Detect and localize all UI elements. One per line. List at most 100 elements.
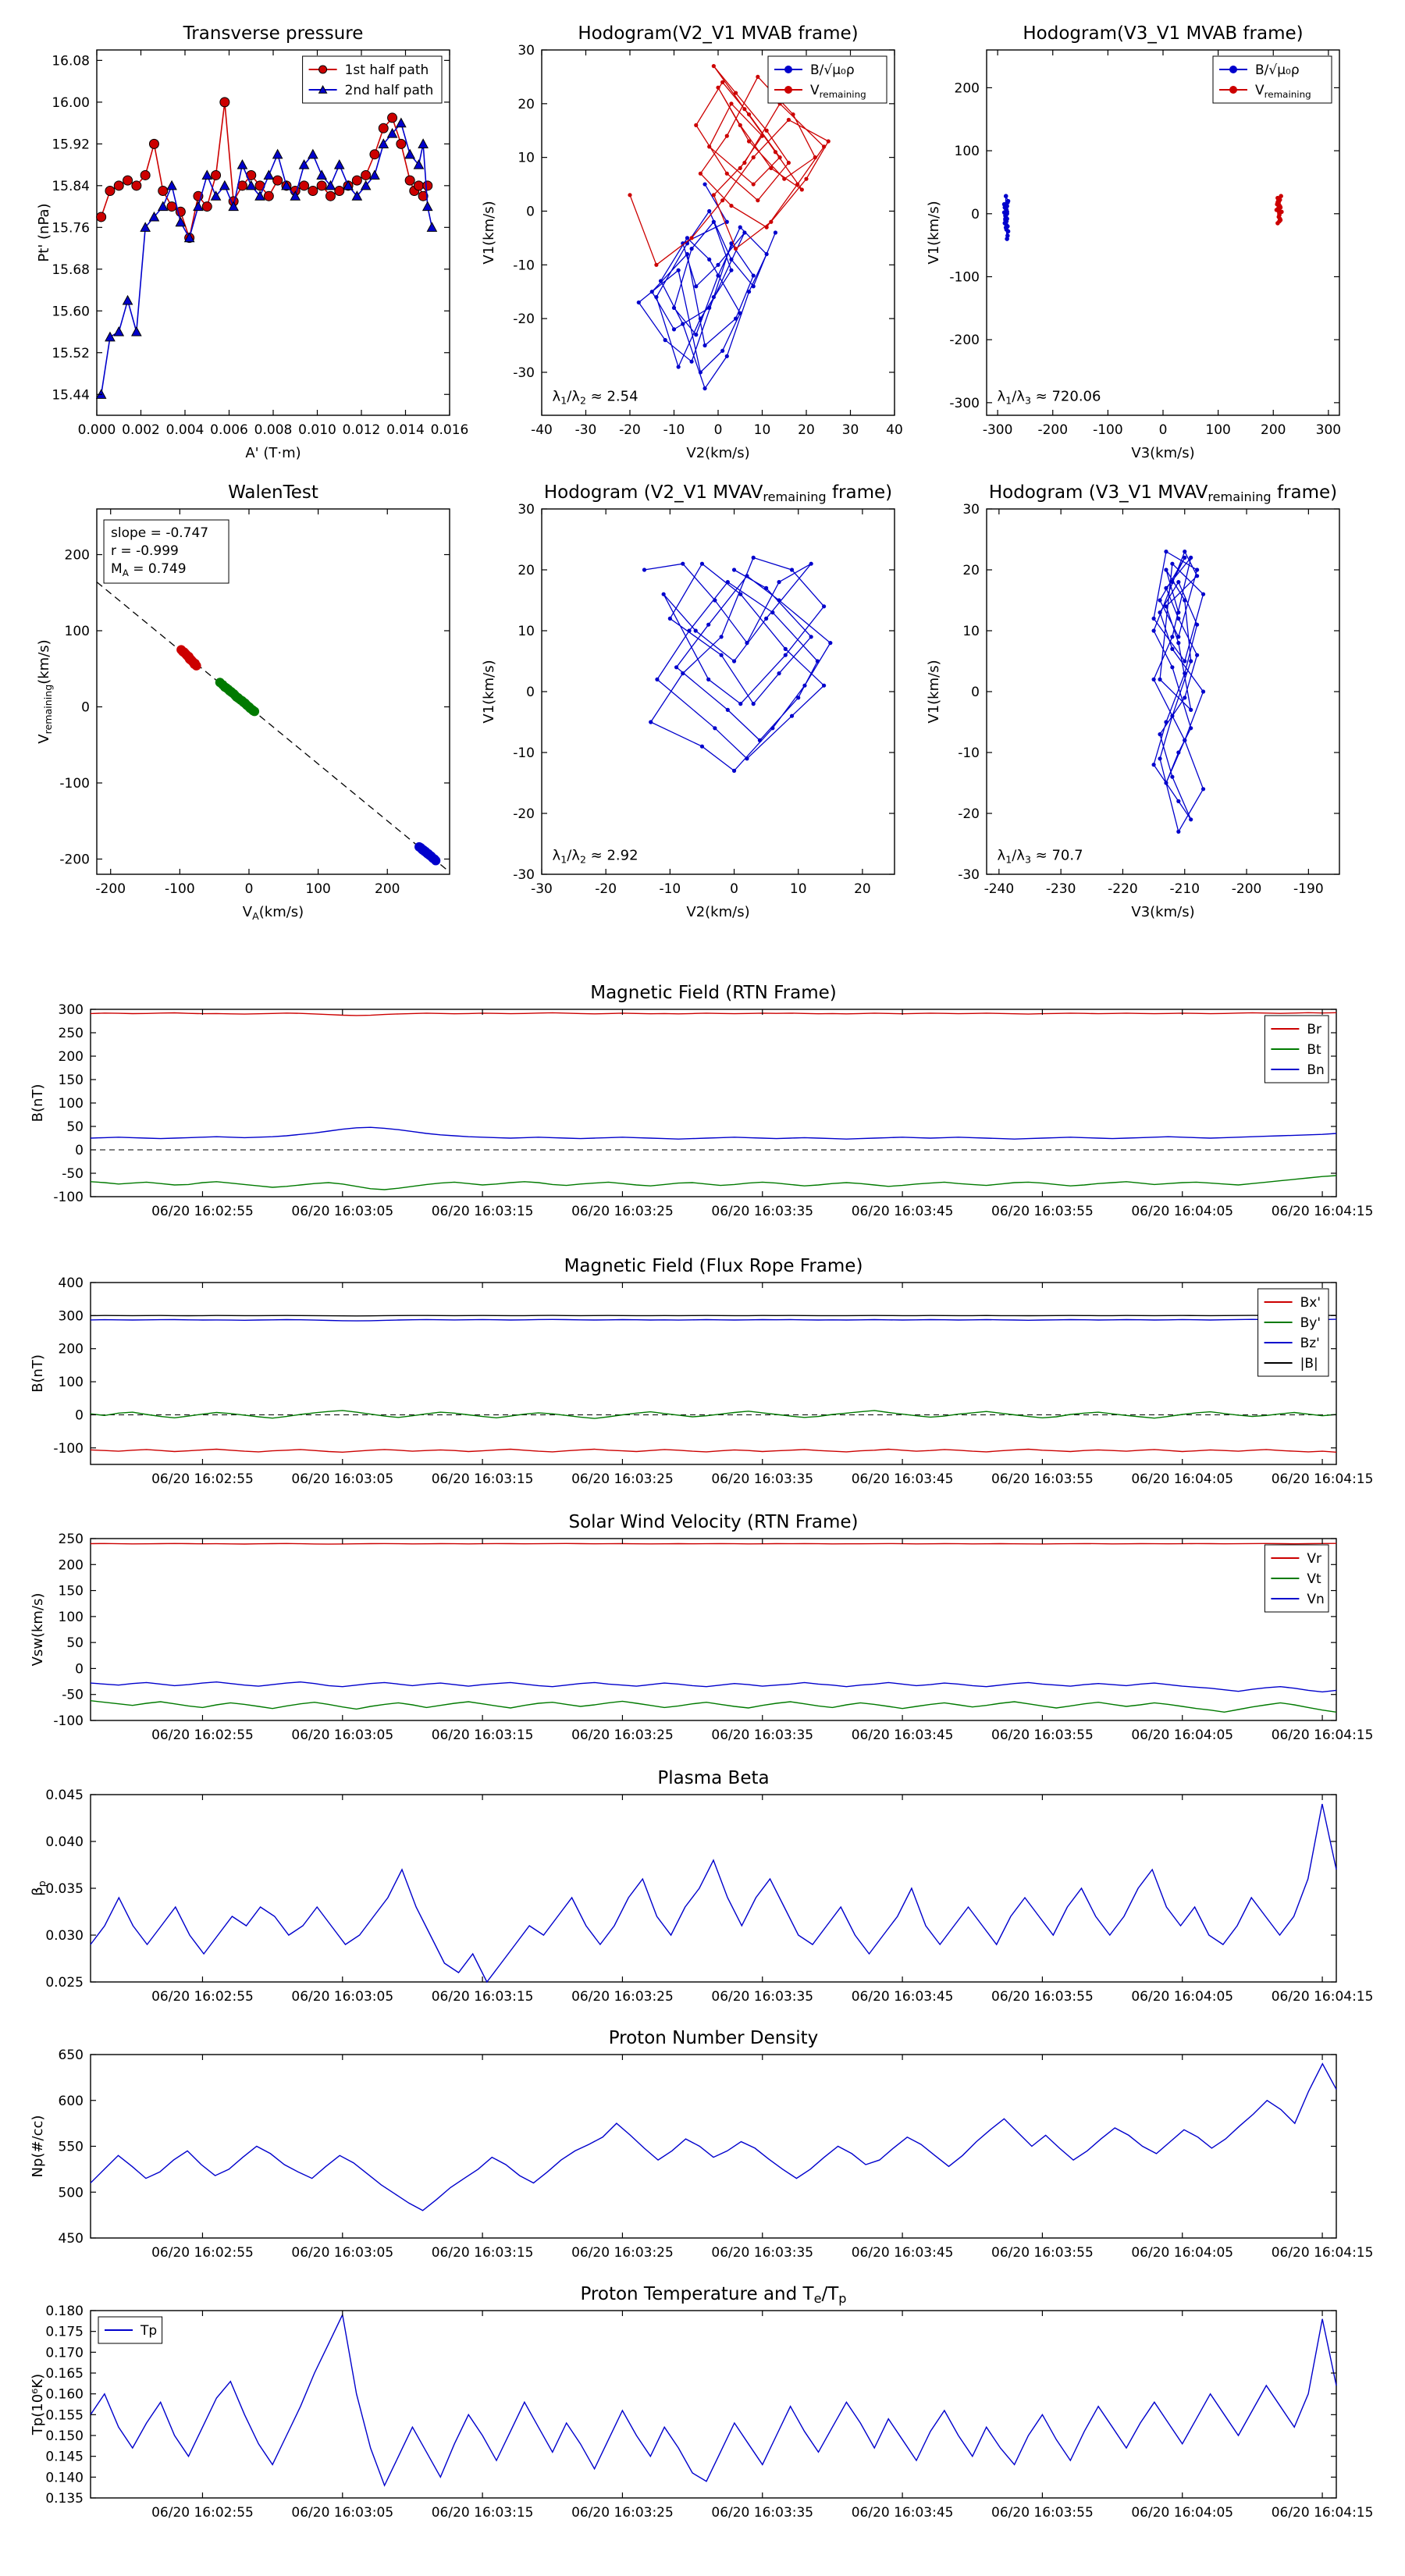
svg-text:30: 30 — [962, 502, 980, 518]
plot-magnetic-field-flux-rope: Magnetic Field (Flux Rope Frame) 06/20 16… — [16, 1237, 1389, 1495]
svg-text:Hodogram(V2_V1 MVAB frame): Hodogram(V2_V1 MVAB frame) — [578, 23, 858, 44]
svg-text:150: 150 — [59, 1584, 84, 1599]
svg-text:10: 10 — [754, 422, 771, 438]
svg-text:100: 100 — [305, 881, 330, 897]
svg-text:20: 20 — [798, 422, 815, 438]
svg-text:VA(km/s): VA(km/s) — [243, 904, 304, 922]
svg-text:0.165: 0.165 — [45, 2366, 84, 2382]
svg-text:Vr: Vr — [1307, 1551, 1321, 1567]
svg-text:V2(km/s): V2(km/s) — [686, 904, 749, 920]
svg-text:15.76: 15.76 — [52, 220, 90, 236]
svg-text:-100: -100 — [53, 1190, 84, 1205]
svg-text:Br: Br — [1307, 1022, 1321, 1037]
svg-text:15.84: 15.84 — [52, 179, 90, 194]
svg-text:-10: -10 — [663, 422, 685, 438]
svg-text:Proton Temperature and Te/Tp: Proton Temperature and Te/Tp — [580, 2284, 846, 2306]
svg-text:450: 450 — [59, 2231, 84, 2247]
svg-text:06/20 16:03:05: 06/20 16:03:05 — [291, 1471, 393, 1487]
svg-text:06/20 16:03:25: 06/20 16:03:25 — [571, 2505, 674, 2521]
svg-text:-40: -40 — [531, 422, 553, 438]
svg-text:06/20 16:03:05: 06/20 16:03:05 — [291, 1204, 393, 1219]
svg-text:06/20 16:03:45: 06/20 16:03:45 — [852, 1727, 954, 1743]
svg-text:0.045: 0.045 — [45, 1788, 84, 1803]
svg-text:Hodogram (V3_V1 MVAVremaining: Hodogram (V3_V1 MVAVremaining frame) — [989, 482, 1337, 504]
svg-text:V2(km/s): V2(km/s) — [686, 445, 749, 461]
svg-text:0.180: 0.180 — [45, 2304, 84, 2319]
svg-text:Bn: Bn — [1307, 1062, 1324, 1078]
svg-text:500: 500 — [59, 2185, 84, 2201]
svg-text:-100: -100 — [59, 776, 90, 792]
svg-text:λ1/λ3 ≈ 70.7: λ1/λ3 ≈ 70.7 — [998, 847, 1083, 865]
svg-text:Vremaining: Vremaining — [810, 83, 866, 100]
svg-text:-200: -200 — [95, 881, 126, 897]
svg-text:200: 200 — [59, 1049, 84, 1065]
svg-text:06/20 16:04:05: 06/20 16:04:05 — [1131, 1727, 1233, 1743]
svg-text:-20: -20 — [619, 422, 641, 438]
svg-text:-100: -100 — [53, 1441, 84, 1457]
svg-text:06/20 16:03:35: 06/20 16:03:35 — [711, 2245, 813, 2261]
svg-text:0.150: 0.150 — [45, 2428, 84, 2444]
svg-text:20: 20 — [518, 97, 535, 112]
svg-text:1st half path: 1st half path — [345, 62, 429, 78]
plot-walen-test: WalenTest -200 -100 0 100 200 -200 -100 0 100 200 V… — [16, 468, 468, 945]
svg-text:βp: βp — [30, 1880, 48, 1896]
svg-text:06/20 16:03:45: 06/20 16:03:45 — [852, 1471, 954, 1487]
svg-text:15.68: 15.68 — [52, 262, 90, 278]
svg-text:-10: -10 — [513, 745, 535, 761]
svg-text:MA = 0.749: MA = 0.749 — [111, 561, 187, 578]
svg-text:0.030: 0.030 — [45, 1928, 84, 1944]
svg-text:λ1/λ2 ≈ 2.54: λ1/λ2 ≈ 2.54 — [553, 388, 638, 406]
plot-proton-temperature-canvas: Proton Temperature and Te/Tp 06/20 16:02:… — [30, 2284, 1373, 2521]
svg-text:06/20 16:02:55: 06/20 16:02:55 — [151, 2245, 254, 2261]
plot-proton-number-density-canvas: Proton Number Density 06/20 16:02:55 06/20… — [30, 2028, 1373, 2261]
svg-text:-30: -30 — [513, 365, 535, 381]
svg-text:-200: -200 — [949, 333, 980, 348]
svg-text:0.175: 0.175 — [45, 2325, 84, 2340]
svg-text:-10: -10 — [659, 881, 681, 897]
svg-text:λ1/λ2 ≈ 2.92: λ1/λ2 ≈ 2.92 — [553, 847, 638, 865]
svg-text:0.040: 0.040 — [45, 1834, 84, 1850]
svg-text:06/20 16:03:35: 06/20 16:03:35 — [711, 1989, 813, 2005]
svg-text:06/20 16:03:35: 06/20 16:03:35 — [711, 1471, 813, 1487]
svg-text:-20: -20 — [595, 881, 617, 897]
svg-text:0: 0 — [730, 881, 738, 897]
svg-text:-20: -20 — [513, 806, 535, 822]
svg-text:Magnetic Field (Flux Rope Fram: Magnetic Field (Flux Rope Frame) — [564, 1256, 863, 1276]
plot-solar-wind-velocity: Solar Wind Velocity (RTN Frame) 06/20 16:… — [16, 1493, 1389, 1751]
svg-text:06/20 16:03:25: 06/20 16:03:25 — [571, 1204, 674, 1219]
svg-text:Transverse pressure: Transverse pressure — [183, 23, 364, 44]
svg-text:650: 650 — [59, 2048, 84, 2063]
svg-text:200: 200 — [65, 548, 90, 564]
plot-hodogram-v3v1-mvav: Hodogram (V3_V1 MVAVremaining frame) -240… — [905, 468, 1358, 945]
svg-text:06/20 16:03:25: 06/20 16:03:25 — [571, 1989, 674, 2005]
svg-text:-230: -230 — [1046, 881, 1076, 897]
svg-text:-240: -240 — [984, 881, 1015, 897]
svg-text:06/20 16:04:05: 06/20 16:04:05 — [1131, 1989, 1233, 2005]
svg-text:0.000: 0.000 — [78, 422, 116, 438]
svg-text:B(nT): B(nT) — [30, 1354, 46, 1393]
svg-text:0: 0 — [81, 700, 90, 716]
svg-text:100: 100 — [955, 144, 980, 159]
svg-text:300: 300 — [1316, 422, 1341, 438]
plot-transverse-pressure: Transverse pressure 0.000 0.002 0.004 0.006 0… — [16, 9, 468, 486]
svg-text:Proton Number Density: Proton Number Density — [609, 2028, 819, 2048]
svg-text:06/20 16:03:15: 06/20 16:03:15 — [432, 1471, 534, 1487]
svg-text:0.170: 0.170 — [45, 2345, 84, 2361]
svg-text:-50: -50 — [62, 1688, 84, 1703]
svg-text:06/20 16:03:25: 06/20 16:03:25 — [571, 2245, 674, 2261]
svg-text:-30: -30 — [958, 867, 980, 883]
svg-text:06/20 16:03:25: 06/20 16:03:25 — [571, 1727, 674, 1743]
svg-text:Solar Wind Velocity (RTN Frame: Solar Wind Velocity (RTN Frame) — [568, 1512, 858, 1532]
plot-magnetic-field-rtn: Magnetic Field (RTN Frame) 06/20 16:02:55… — [16, 964, 1389, 1222]
svg-text:V1(km/s): V1(km/s) — [926, 660, 942, 723]
svg-text:50: 50 — [66, 1635, 84, 1651]
svg-text:Np(#/cc): Np(#/cc) — [30, 2115, 46, 2178]
svg-text:0.012: 0.012 — [343, 422, 381, 438]
svg-text:0.014: 0.014 — [386, 422, 425, 438]
svg-text:0.004: 0.004 — [166, 422, 205, 438]
svg-text:-100: -100 — [1093, 422, 1123, 438]
svg-text:0.145: 0.145 — [45, 2450, 84, 2465]
svg-text:Magnetic Field (RTN Frame): Magnetic Field (RTN Frame) — [590, 983, 837, 1003]
svg-text:V3(km/s): V3(km/s) — [1131, 904, 1194, 920]
